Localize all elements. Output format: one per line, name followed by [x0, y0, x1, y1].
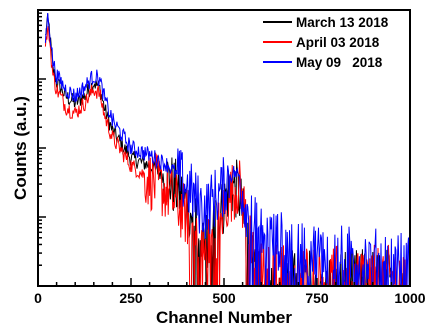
x-tick-label: 500 — [212, 290, 236, 306]
legend: March 13 2018 April 03 2018 May 09 2018 — [263, 15, 389, 70]
series-line-may-09-2018 — [44, 12, 410, 286]
legend-label-march-13-2018: March 13 2018 — [296, 15, 389, 30]
plot-frame — [37, 9, 411, 287]
x-tick-labels: 0 250 500 750 1000 — [34, 290, 426, 306]
legend-label-may-09-2018: May 09 2018 — [296, 55, 383, 70]
axis-ticks — [37, 12, 411, 287]
y-axis-title: Counts (a.u.) — [11, 96, 30, 200]
series-layer — [44, 12, 410, 286]
x-tick-label: 1000 — [394, 290, 425, 306]
series-line-april-03-2018 — [44, 26, 408, 286]
x-tick-label: 750 — [305, 290, 329, 306]
x-tick-label: 0 — [34, 290, 42, 306]
legend-label-april-03-2018: April 03 2018 — [296, 35, 380, 50]
x-axis-title: Channel Number — [156, 308, 292, 327]
x-tick-label: 250 — [119, 290, 143, 306]
